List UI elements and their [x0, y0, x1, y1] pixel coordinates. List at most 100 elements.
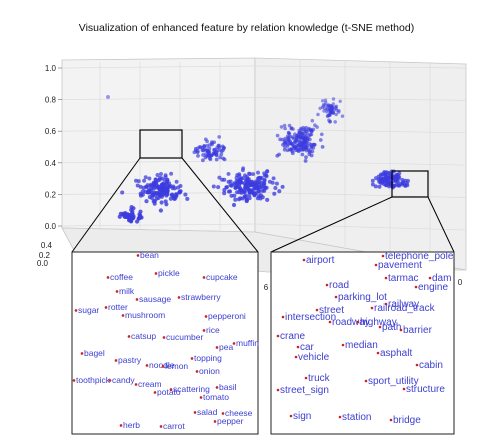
scatter-point	[309, 153, 314, 158]
word-marker	[162, 336, 166, 339]
scatter-point	[203, 137, 208, 142]
z-tick-label: 0.4	[45, 159, 57, 168]
word-label: rice	[206, 325, 220, 335]
scatter-point	[265, 169, 270, 174]
z-tick-label: 0.2	[45, 190, 57, 199]
word-marker	[232, 342, 236, 345]
scatter-point	[316, 112, 320, 117]
scatter-point	[147, 176, 152, 181]
scatter-point	[386, 181, 391, 186]
word-label: lemon	[165, 361, 188, 371]
word-label: path	[382, 322, 401, 333]
scatter-point	[177, 189, 182, 194]
scatter-point	[247, 196, 252, 201]
y-tick-label: 0.0	[37, 259, 49, 268]
word-label: strawberry	[181, 292, 221, 302]
word-label: potato	[157, 387, 181, 397]
word-label: pastry	[118, 355, 142, 365]
word-label: cucumber	[166, 332, 203, 342]
scatter-point	[319, 132, 324, 137]
scatter-point	[127, 216, 132, 221]
word-marker	[389, 418, 393, 422]
scatter-point	[282, 123, 287, 128]
grid-line-z-right	[254, 223, 467, 231]
scatter-point	[226, 171, 231, 176]
scatter-point	[299, 144, 303, 149]
scatter-point	[304, 136, 309, 141]
word-label: airport	[306, 255, 335, 266]
word-marker	[159, 425, 163, 428]
scatter-point	[327, 118, 331, 122]
scatter-point	[272, 191, 277, 196]
z-tick-label: 0.8	[45, 96, 57, 105]
word-label: telephone_pole	[385, 251, 454, 262]
scatter-point	[311, 142, 316, 147]
z-tick-label: 0.6	[45, 127, 57, 136]
word-label: pickle	[158, 268, 180, 278]
scatter-point	[286, 136, 290, 141]
scatter-point	[320, 145, 325, 149]
scatter-point	[380, 178, 385, 182]
scatter-point	[214, 153, 219, 158]
scatter-point	[159, 183, 164, 188]
scatter-point	[159, 172, 163, 176]
scatter-point	[256, 182, 261, 187]
scatter-point	[260, 195, 265, 200]
scatter-point	[154, 196, 159, 201]
scatter-point	[288, 141, 293, 146]
y-tick-label: 0.2	[39, 251, 51, 260]
word-label: crane	[280, 331, 305, 342]
connector-line	[270, 196, 393, 253]
scatter-point	[279, 125, 284, 129]
connector-line	[427, 196, 455, 253]
word-label: sport_utility	[368, 376, 419, 387]
scatter-point	[289, 147, 293, 152]
scatter-point	[251, 172, 256, 177]
scatter-point	[238, 187, 243, 192]
word-label: railway	[388, 299, 419, 310]
scatter-point	[134, 178, 138, 183]
word-marker	[121, 314, 125, 317]
word-label: tomato	[203, 392, 229, 402]
word-label: road	[329, 280, 349, 291]
scatter-point	[158, 208, 163, 213]
word-label: catsup	[131, 331, 156, 341]
scatter-point	[283, 141, 288, 146]
word-marker	[80, 352, 84, 355]
scatter-point	[294, 144, 298, 148]
word-label: parking_lot	[338, 292, 387, 303]
word-marker	[134, 383, 138, 386]
scatter-point	[198, 145, 203, 150]
scatter-point	[333, 120, 337, 124]
zoom-panel-food	[71, 251, 259, 435]
scatter-point	[322, 102, 326, 107]
scatter-point	[208, 157, 213, 162]
word-label: rotter	[108, 302, 128, 312]
scatter-point	[194, 148, 198, 153]
scatter-point	[164, 191, 170, 196]
scatter-point	[238, 196, 243, 201]
scatter-point	[379, 181, 384, 186]
scatter-point	[161, 191, 166, 197]
scatter-point	[320, 99, 325, 103]
z-tick-label: 0.0	[45, 222, 57, 231]
word-label: pavement	[378, 260, 422, 271]
y-tick-label: 0.4	[41, 241, 53, 250]
word-label: cabin	[419, 360, 443, 371]
word-marker	[328, 320, 332, 324]
scatter-point	[163, 199, 168, 204]
word-label: milk	[119, 286, 135, 296]
word-label: sausage	[139, 294, 171, 304]
word-marker	[204, 315, 208, 318]
scatter-point	[106, 95, 110, 99]
scatter-point	[233, 197, 238, 202]
word-marker	[364, 379, 368, 383]
word-label: carrot	[163, 421, 185, 431]
scatter-point	[147, 190, 152, 195]
word-label: roadway	[332, 317, 370, 328]
scatter-point	[137, 215, 142, 220]
word-label: highway	[360, 317, 397, 328]
word-label: street_sign	[280, 385, 329, 396]
grid-line-z	[61, 160, 256, 164]
scatter-point	[331, 111, 335, 115]
